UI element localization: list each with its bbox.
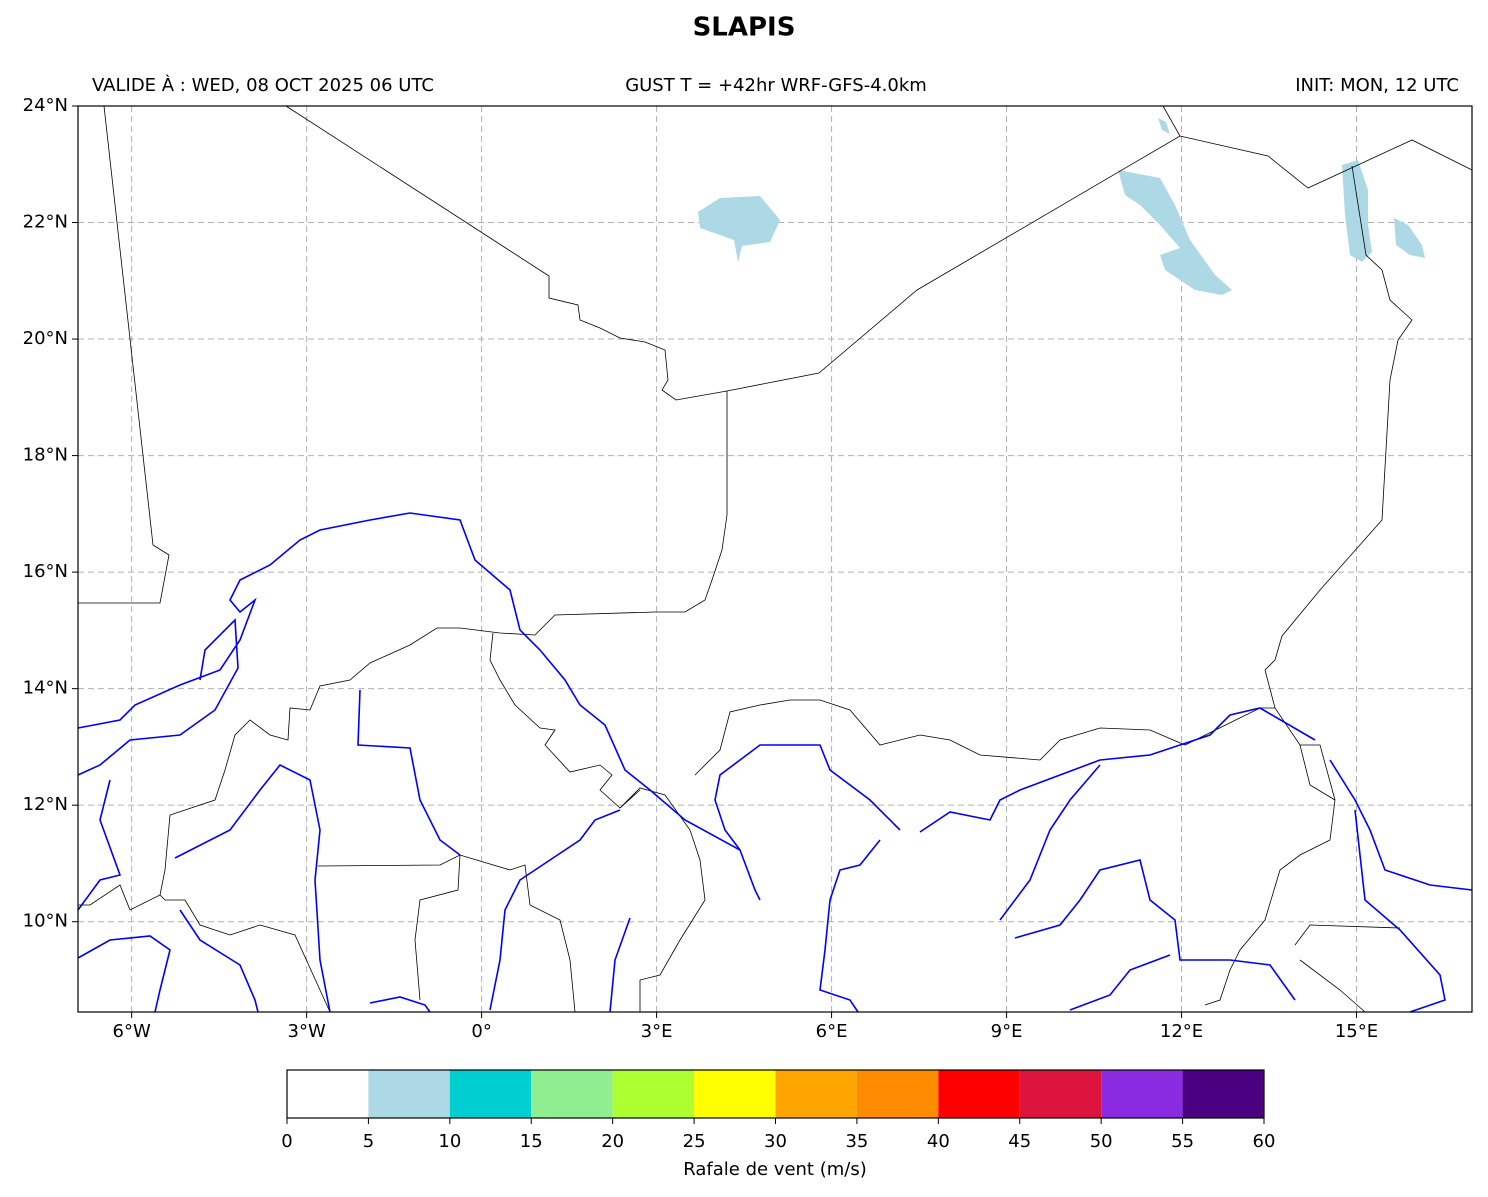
border: [285, 105, 1473, 401]
border: [1294, 924, 1401, 1013]
river: [819, 839, 881, 1013]
y-tick-label: 14°N: [23, 678, 68, 699]
colorbar-segment: [368, 1070, 450, 1118]
colorbar-tick-label: 30: [764, 1131, 787, 1152]
title: SLAPIS: [693, 13, 796, 43]
river: [1329, 759, 1473, 891]
river: [369, 996, 431, 1013]
river: [1354, 809, 1446, 1013]
river: [77, 512, 761, 901]
colorbar-tick-label: 15: [520, 1131, 543, 1152]
river: [1014, 859, 1296, 1001]
river: [714, 744, 901, 851]
y-tick-label: 20°N: [23, 328, 68, 349]
border: [78, 391, 728, 911]
colorbar-segment: [775, 1070, 857, 1118]
y-tick-label: 22°N: [23, 212, 68, 233]
colorbar-segment: [938, 1070, 1020, 1118]
x-tick-label: 3°W: [288, 1021, 326, 1042]
border: [1300, 744, 1336, 801]
colorbar-tick-label: 10: [438, 1131, 461, 1152]
y-tick-label: 24°N: [23, 95, 68, 116]
colorbar-segment: [1101, 1070, 1183, 1118]
river: [77, 935, 171, 1013]
x-tick-label: 6°W: [113, 1021, 151, 1042]
colorbar-segment: [856, 1070, 939, 1118]
colorbar-tick-label: 0: [281, 1131, 292, 1152]
river: [609, 917, 631, 1013]
colorbar-segment: [449, 1070, 532, 1118]
y-tick-label: 16°N: [23, 561, 68, 582]
gust-area: [1394, 218, 1425, 258]
colorbar-tick-label: 45: [1008, 1131, 1031, 1152]
colorbar-segment: [287, 1070, 369, 1118]
colorbar-tick-label: 60: [1253, 1131, 1276, 1152]
border: [78, 105, 170, 604]
x-tick-label: 12°E: [1160, 1021, 1203, 1042]
border: [1204, 165, 1413, 1006]
y-tick-label: 10°N: [23, 911, 68, 932]
axis-ticks: 6°W 3°W 0° 3°E 6°E 9°E 12°E 15°E 10°N 12°N 14°N 16°…: [23, 95, 1379, 1042]
gust-area: [698, 196, 780, 262]
river: [919, 707, 1316, 833]
border: [414, 854, 461, 1001]
colorbar-tick-label: 20: [601, 1131, 624, 1152]
river: [999, 764, 1101, 921]
colorbar-tick-label: 55: [1171, 1131, 1194, 1152]
map-frame: [77, 105, 1473, 1013]
colorbar-tick-label: 5: [363, 1131, 374, 1152]
border: [694, 699, 1275, 776]
x-tick-label: 0°: [471, 1021, 491, 1042]
colorbar-segment: [1182, 1070, 1264, 1118]
river: [179, 909, 259, 1013]
x-tick-label: 15°E: [1335, 1021, 1378, 1042]
y-tick-label: 18°N: [23, 445, 68, 466]
river: [489, 809, 621, 1011]
river: [77, 779, 122, 911]
border: [317, 854, 576, 1013]
colorbar-tick-label: 35: [845, 1131, 868, 1152]
colorbar-tick-label: 25: [683, 1131, 706, 1152]
x-tick-label: 6°E: [816, 1021, 848, 1042]
colorbar-segment: [694, 1070, 776, 1118]
river: [174, 763, 331, 1013]
border: [489, 632, 641, 809]
colorbar-tick-label: 50: [1090, 1131, 1113, 1152]
gust-area: [1342, 160, 1372, 262]
subtitle-left: VALIDE À : WED, 08 OCT 2025 06 UTC: [92, 74, 434, 96]
colorbar-segment: [612, 1070, 695, 1118]
gust-area: [1158, 118, 1170, 134]
river: [77, 618, 239, 776]
colorbar-segment: [531, 1070, 613, 1118]
river: [1069, 954, 1171, 1011]
x-tick-label: 9°E: [991, 1021, 1023, 1042]
colorbar-tick-label: 40: [927, 1131, 950, 1152]
border: [619, 787, 706, 1012]
subtitle-center: GUST T = +42hr WRF-GFS-4.0km: [625, 75, 927, 96]
colorbar-label: Rafale de vent (m/s): [683, 1159, 866, 1180]
y-tick-label: 12°N: [23, 794, 68, 815]
borders: [78, 105, 1473, 1013]
rivers: [77, 512, 1473, 1013]
colorbar-segment: [1019, 1070, 1102, 1118]
border: [159, 894, 331, 1013]
colorbar: 0 5 10 15 20 25 30 35 40 45 50 55 60: [281, 1069, 1276, 1152]
gust-area: [1118, 170, 1232, 295]
border: [1162, 105, 1181, 137]
river: [357, 689, 461, 856]
x-tick-label: 3°E: [641, 1021, 673, 1042]
grid: [78, 105, 1472, 1012]
subtitle-right: INIT: MON, 12 UTC: [1295, 75, 1459, 96]
gust-areas: [698, 118, 1425, 295]
